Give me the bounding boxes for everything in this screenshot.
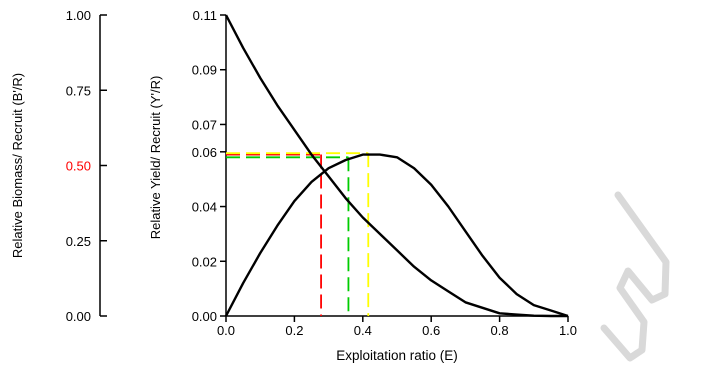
biomass-axis: 0.00 0.25 0.50 0.75 1.00 Relative Biomass/ R… — [10, 8, 107, 324]
yield-tick-label-6: 0.11 — [193, 8, 217, 23]
x-tick-label-0: 0.0 — [217, 323, 235, 338]
reference-lines — [226, 152, 370, 316]
yield-tick-label-0: 0.00 — [192, 309, 217, 324]
yield-axis-label: Relative Yield/ Recruit (Y'/R) — [148, 76, 163, 240]
x-axis-ticks: 0.0 0.2 0.4 0.6 0.8 1.0 — [217, 316, 577, 338]
main-plot: 0.000.020.040.060.070.090.11 0.0 0.2 0.4 0.… — [148, 8, 577, 363]
series-line-1 — [224, 153, 569, 318]
biomass-tick-label-3: 0.75 — [66, 83, 91, 98]
yield-tick-label-3: 0.06 — [192, 145, 217, 160]
yield-axis-ticks: 0.00 0.02 0.04 0.06 0.07 0.09 0.11 — [192, 8, 226, 324]
x-tick-label-3: 0.6 — [422, 323, 440, 338]
x-tick-label-4: 0.8 — [491, 323, 509, 338]
yield-tick-label-5: 0.09 — [192, 63, 217, 78]
biomass-axis-ticks: 0.00 0.25 0.50 0.75 1.00 — [66, 8, 107, 324]
watermark — [600, 191, 670, 362]
x-tick-label-5: 1.0 — [559, 323, 577, 338]
x-tick-label-1: 0.2 — [285, 323, 303, 338]
series-line-0 — [224, 14, 568, 318]
yield-tick-label-2: 0.04 — [192, 200, 217, 215]
biomass-tick-label-2: 0.50 — [66, 159, 91, 174]
biomass-tick-label-0: 0.00 — [66, 309, 91, 324]
biomass-tick-label-1: 0.25 — [66, 234, 91, 249]
x-tick-label-2: 0.4 — [354, 323, 372, 338]
biomass-tick-label-4: 1.00 — [66, 8, 91, 23]
biomass-axis-label: Relative Biomass/ Recruit (B'/R) — [10, 73, 25, 258]
watermark-stroke — [600, 191, 670, 362]
yield-tick-label-1: 0.02 — [192, 254, 217, 269]
series-lines — [224, 14, 569, 318]
yield-tick-label-4: 0.07 — [192, 117, 217, 132]
x-axis-label: Exploitation ratio (E) — [336, 348, 458, 363]
